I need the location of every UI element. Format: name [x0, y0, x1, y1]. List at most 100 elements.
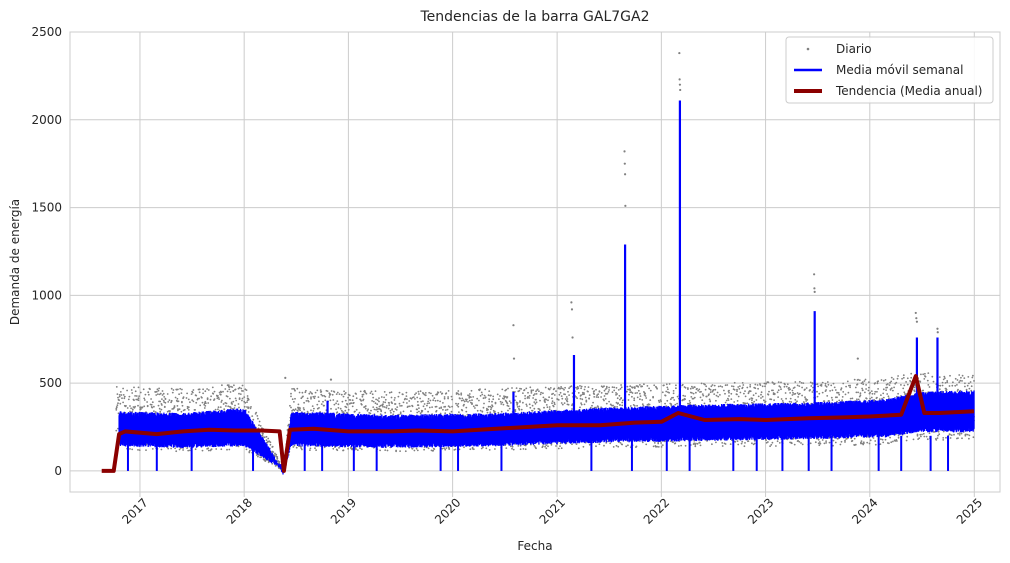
diario-point — [117, 396, 119, 399]
diario-point — [672, 390, 675, 392]
diario-point — [605, 385, 608, 388]
diario-point — [384, 449, 387, 451]
diario-point — [923, 435, 926, 438]
diario-point — [633, 387, 636, 389]
diario-point — [512, 324, 515, 327]
diario-point — [511, 387, 513, 389]
diario-point — [695, 442, 697, 445]
diario-point — [248, 451, 251, 454]
diario-point — [476, 409, 479, 412]
diario-point — [935, 439, 938, 441]
diario-point — [346, 403, 349, 406]
diario-point — [884, 379, 887, 381]
diario-point — [736, 400, 739, 402]
diario-point — [421, 410, 424, 412]
diario-point — [344, 409, 347, 412]
diario-point — [382, 401, 385, 403]
diario-point — [160, 448, 163, 451]
diario-point — [267, 461, 270, 464]
diario-point — [579, 406, 581, 409]
diario-point — [645, 443, 648, 446]
diario-point — [228, 388, 231, 391]
diario-point — [176, 405, 179, 407]
diario-point — [516, 406, 519, 408]
diario-point — [510, 402, 512, 404]
diario-point — [265, 435, 268, 438]
diario-point — [391, 402, 393, 405]
diario-point — [678, 51, 681, 55]
diario-point — [580, 385, 583, 388]
diario-point — [801, 443, 804, 446]
diario-point — [890, 380, 893, 383]
diario-point — [490, 394, 492, 397]
diario-point — [892, 440, 894, 443]
diario-point — [804, 388, 806, 391]
diario-point — [608, 389, 610, 391]
diario-point — [893, 386, 895, 389]
diario-point — [649, 399, 652, 401]
diario-point — [796, 400, 798, 403]
diario-point — [244, 401, 247, 404]
diario-point — [535, 401, 538, 404]
diario-point — [715, 394, 718, 397]
diario-point — [545, 404, 548, 406]
diario-point — [958, 432, 961, 434]
diario-point — [711, 443, 713, 446]
diario-point — [400, 404, 403, 407]
diario-point — [585, 400, 588, 403]
diario-point — [785, 385, 788, 388]
diario-point — [665, 390, 668, 393]
diario-point — [615, 401, 618, 404]
diario-point — [439, 400, 441, 403]
diario-point — [724, 384, 727, 387]
diario-point — [721, 442, 724, 444]
diario-point — [739, 391, 742, 394]
diario-point — [709, 400, 712, 403]
diario-point — [660, 446, 663, 448]
diario-point — [284, 376, 287, 379]
diario-point — [245, 448, 248, 451]
diario-point — [187, 409, 190, 411]
diario-point — [641, 403, 644, 406]
diario-point — [861, 387, 863, 390]
diario-point — [364, 407, 367, 410]
diario-point — [321, 394, 324, 397]
diario-point — [404, 397, 407, 400]
diario-point — [584, 386, 586, 388]
diario-point — [551, 400, 554, 403]
diario-point — [237, 403, 240, 405]
diario-point — [340, 409, 343, 412]
diario-point — [626, 385, 629, 388]
diario-point — [633, 405, 636, 407]
diario-point — [428, 406, 431, 409]
diario-point — [399, 405, 401, 407]
diario-point — [494, 402, 497, 405]
diario-point — [342, 411, 345, 413]
diario-point — [516, 402, 519, 404]
diario-point — [310, 396, 312, 399]
diario-point — [684, 395, 686, 397]
diario-point — [379, 449, 381, 452]
diario-point — [936, 331, 939, 334]
diario-point — [611, 386, 614, 388]
diario-point — [335, 402, 337, 405]
diario-point — [234, 404, 236, 407]
diario-point — [139, 391, 142, 394]
diario-point — [204, 390, 207, 393]
diario-point — [293, 409, 296, 412]
diario-point — [492, 395, 495, 398]
diario-point — [672, 392, 675, 395]
diario-point — [968, 382, 970, 385]
diario-point — [217, 406, 220, 409]
diario-point — [539, 393, 542, 396]
diario-point — [117, 402, 119, 405]
diario-point — [225, 405, 227, 407]
diario-point — [889, 436, 891, 439]
diario-point — [968, 437, 970, 440]
diario-point — [333, 391, 336, 393]
diario-point — [826, 381, 829, 383]
diario-point — [218, 409, 221, 412]
diario-point — [271, 445, 274, 448]
diario-point — [128, 395, 131, 398]
diario-point — [514, 410, 517, 413]
